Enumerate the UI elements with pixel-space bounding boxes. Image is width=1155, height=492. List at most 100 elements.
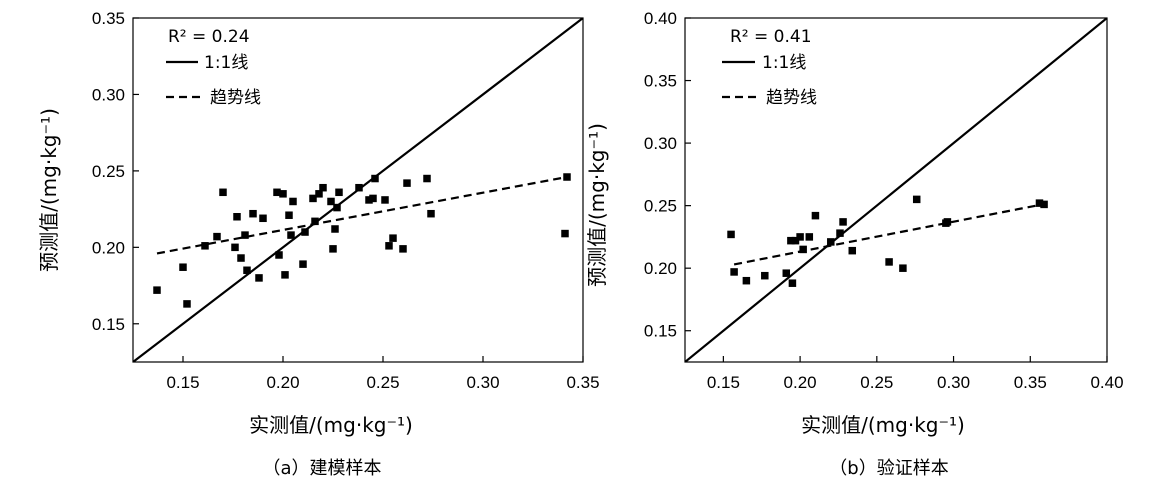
panel-modeling: 0.15 0.20 0.25 0.30 0.35 0.15 0.20 0.25 0.30 0.35…	[37, 9, 600, 479]
data-point-validation-12	[811, 211, 820, 220]
data-point-modeling-33	[355, 183, 363, 192]
panel-validation: 0.15 0.20 0.25 0.30 0.35 0.40 0.15 0.20 0.25 0.30…	[585, 9, 1124, 479]
legend-label-1to1-modeling: 1:1线	[204, 53, 248, 73]
data-point-modeling-30	[331, 225, 339, 233]
data-point-modeling-21	[289, 197, 297, 206]
y-tick-label-modeling-3: 0.25	[92, 162, 125, 181]
x-tick-label-modeling-3: 0.25	[366, 373, 399, 392]
legend-label-1to1-validation: 1:1线	[762, 53, 806, 73]
x-tick-label-modeling-1: 0.15	[166, 373, 199, 392]
data-point-validation-6	[787, 236, 795, 245]
data-point-validation-5	[782, 269, 791, 277]
data-point-validation-23	[1040, 200, 1048, 209]
data-point-validation-2	[730, 268, 738, 276]
data-point-modeling-22	[299, 260, 307, 268]
data-point-validation-14	[836, 229, 844, 237]
y-tick-label-validation-4: 0.30	[644, 134, 677, 153]
data-point-modeling-3	[183, 300, 191, 308]
data-point-modeling-41	[403, 179, 411, 187]
data-point-modeling-20	[287, 231, 295, 239]
trend-line-modeling	[156, 175, 568, 255]
data-point-modeling-19	[285, 211, 293, 219]
data-point-modeling-17	[279, 190, 287, 198]
data-point-modeling-18	[281, 271, 289, 279]
data-point-modeling-13	[255, 274, 263, 282]
data-point-modeling-31	[333, 203, 341, 212]
data-point-validation-4	[761, 271, 769, 280]
data-point-modeling-2	[179, 263, 187, 271]
panel-caption-validation: （b）验证样本	[829, 458, 948, 479]
data-point-modeling-44	[561, 229, 569, 238]
ticks-validation: 0.15 0.20 0.25 0.30 0.35 0.40 0.15 0.20 0.25 0.30…	[644, 9, 1124, 392]
data-point-validation-22	[1035, 199, 1044, 207]
x-tick-label-modeling-2: 0.20	[266, 373, 299, 392]
data-point-modeling-11	[243, 266, 251, 275]
x-tick-label-modeling-5: 0.35	[566, 373, 599, 392]
data-point-modeling-24	[309, 194, 317, 203]
x-tick-label-validation-1: 0.15	[707, 373, 740, 392]
data-point-modeling-27	[319, 183, 327, 192]
data-point-modeling-34	[365, 196, 373, 204]
identity-line-validation	[685, 18, 1107, 362]
x-axis-title-validation: 实测值/(mg·kg⁻¹)	[801, 413, 965, 437]
data-point-modeling-37	[381, 196, 389, 204]
legend-label-trend-validation: 趋势线	[766, 88, 817, 108]
data-point-validation-18	[899, 264, 907, 272]
data-point-modeling-10	[241, 231, 249, 239]
data-point-modeling-42	[423, 174, 431, 183]
data-point-validation-8	[791, 236, 800, 245]
plot-frame-validation	[684, 17, 1108, 363]
data-point-validation-1	[727, 230, 735, 239]
y-tick-label-validation-6: 0.40	[644, 9, 677, 28]
data-point-modeling-25	[311, 217, 319, 226]
data-point-validation-3	[742, 276, 751, 285]
data-point-modeling-35	[369, 194, 377, 203]
plot-frame-modeling	[132, 17, 584, 363]
data-point-validation-21	[943, 218, 952, 226]
data-point-validation-9	[796, 233, 804, 241]
trend-line-validation	[733, 203, 1043, 266]
data-point-validation-15	[839, 218, 847, 226]
y-tick-label-modeling-5: 0.35	[92, 9, 125, 28]
y-tick-label-modeling-4: 0.30	[92, 85, 125, 104]
panel-caption-modeling: （a）建模样本	[262, 458, 381, 479]
data-point-modeling-5	[213, 232, 221, 241]
ticks-modeling: 0.15 0.20 0.25 0.30 0.35 0.15 0.20 0.25 0.30 0.35	[92, 9, 600, 392]
y-tick-label-validation-1: 0.15	[644, 322, 677, 341]
r2-label-modeling: R² = 0.24	[168, 27, 250, 47]
data-point-modeling-36	[371, 174, 379, 183]
y-axis-title-validation: 预测值/(mg·kg⁻¹)	[585, 123, 609, 287]
y-tick-label-modeling-2: 0.20	[92, 238, 125, 257]
data-point-modeling-16	[275, 251, 283, 259]
data-point-modeling-14	[259, 214, 267, 223]
data-point-validation-17	[885, 258, 893, 266]
data-point-modeling-9	[237, 254, 245, 262]
data-point-modeling-32	[335, 188, 343, 197]
plot-area-validation	[684, 17, 1108, 363]
data-point-modeling-1	[153, 286, 161, 294]
y-tick-label-validation-3: 0.25	[644, 197, 677, 216]
data-point-modeling-29	[329, 245, 337, 253]
data-point-modeling-12	[249, 209, 257, 218]
data-point-modeling-28	[327, 197, 335, 206]
data-point-modeling-23	[301, 228, 309, 236]
plot-area-modeling	[132, 17, 584, 363]
x-tick-label-validation-3: 0.25	[860, 373, 893, 392]
data-point-modeling-6	[219, 188, 227, 197]
data-point-validation-19	[912, 195, 921, 204]
y-tick-label-modeling-1: 0.15	[92, 315, 125, 334]
data-point-modeling-26	[315, 190, 323, 198]
data-point-modeling-8	[233, 213, 241, 221]
x-tick-label-validation-2: 0.20	[784, 373, 817, 392]
data-point-modeling-38	[385, 242, 393, 250]
data-point-validation-10	[799, 245, 807, 254]
data-point-modeling-7	[231, 243, 239, 252]
x-tick-label-validation-4: 0.30	[937, 373, 970, 392]
y-tick-label-validation-5: 0.35	[644, 72, 677, 91]
x-tick-label-validation-6: 0.40	[1090, 373, 1123, 392]
data-point-modeling-39	[389, 234, 397, 242]
x-tick-label-validation-5: 0.35	[1014, 373, 1047, 392]
data-point-modeling-4	[201, 242, 209, 250]
data-point-validation-11	[805, 233, 814, 241]
